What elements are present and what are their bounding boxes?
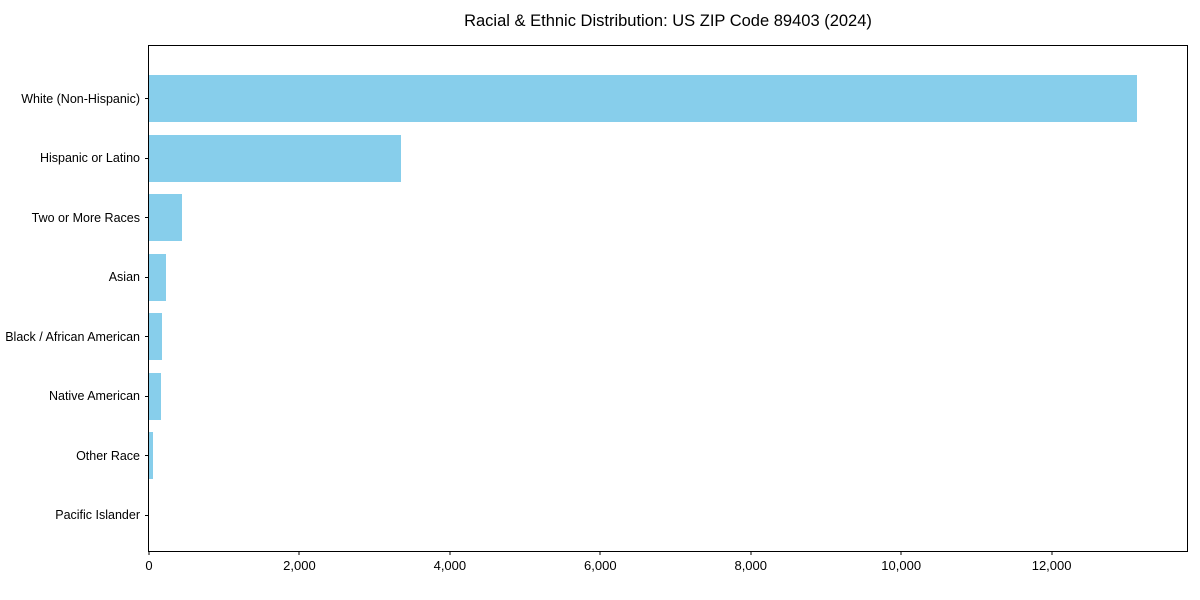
y-axis-tick <box>145 336 149 338</box>
x-axis-tick <box>1051 551 1053 555</box>
y-axis-label: Asian <box>108 270 140 285</box>
y-axis-label: Hispanic or Latino <box>39 151 140 166</box>
bar <box>149 134 401 182</box>
x-axis-label: 4,000 <box>433 558 467 573</box>
y-axis-label: Black / African American <box>5 329 140 344</box>
x-axis-label: 8,000 <box>734 558 768 573</box>
x-axis-tick <box>148 551 150 555</box>
y-axis-label: White (Non-Hispanic) <box>21 91 140 106</box>
chart-title: Racial & Ethnic Distribution: US ZIP Cod… <box>464 12 872 30</box>
x-axis-tick <box>900 551 902 555</box>
x-axis-tick <box>298 551 300 555</box>
y-axis-label: Other Race <box>76 448 140 463</box>
y-axis-label: Pacific Islander <box>55 508 140 523</box>
bar <box>149 194 183 242</box>
bar <box>149 75 1137 123</box>
x-axis-label: 2,000 <box>283 558 316 573</box>
y-axis-tick <box>145 455 149 457</box>
y-axis-tick <box>145 98 149 100</box>
bar <box>149 372 162 420</box>
x-axis-label: 10,000 <box>881 558 922 573</box>
x-axis-label: 0 <box>145 558 153 573</box>
y-axis-tick <box>145 157 149 159</box>
x-axis-label: 12,000 <box>1031 558 1072 573</box>
bar <box>149 253 166 301</box>
plot-area: White (Non-Hispanic) Hispanic or Latino Tw… <box>5 45 1188 573</box>
y-axis-tick <box>145 514 149 516</box>
y-axis-label: Two or More Races <box>31 210 140 225</box>
x-axis-tick <box>599 551 601 555</box>
x-axis-tick <box>449 551 451 555</box>
x-axis-label: 6,000 <box>584 558 617 573</box>
y-axis-tick <box>145 395 149 397</box>
y-axis-tick <box>145 276 149 278</box>
x-axis-tick <box>750 551 752 555</box>
y-axis-label: Native American <box>48 389 140 404</box>
y-axis-tick <box>145 217 149 219</box>
bar <box>149 432 153 480</box>
bar <box>149 313 163 361</box>
